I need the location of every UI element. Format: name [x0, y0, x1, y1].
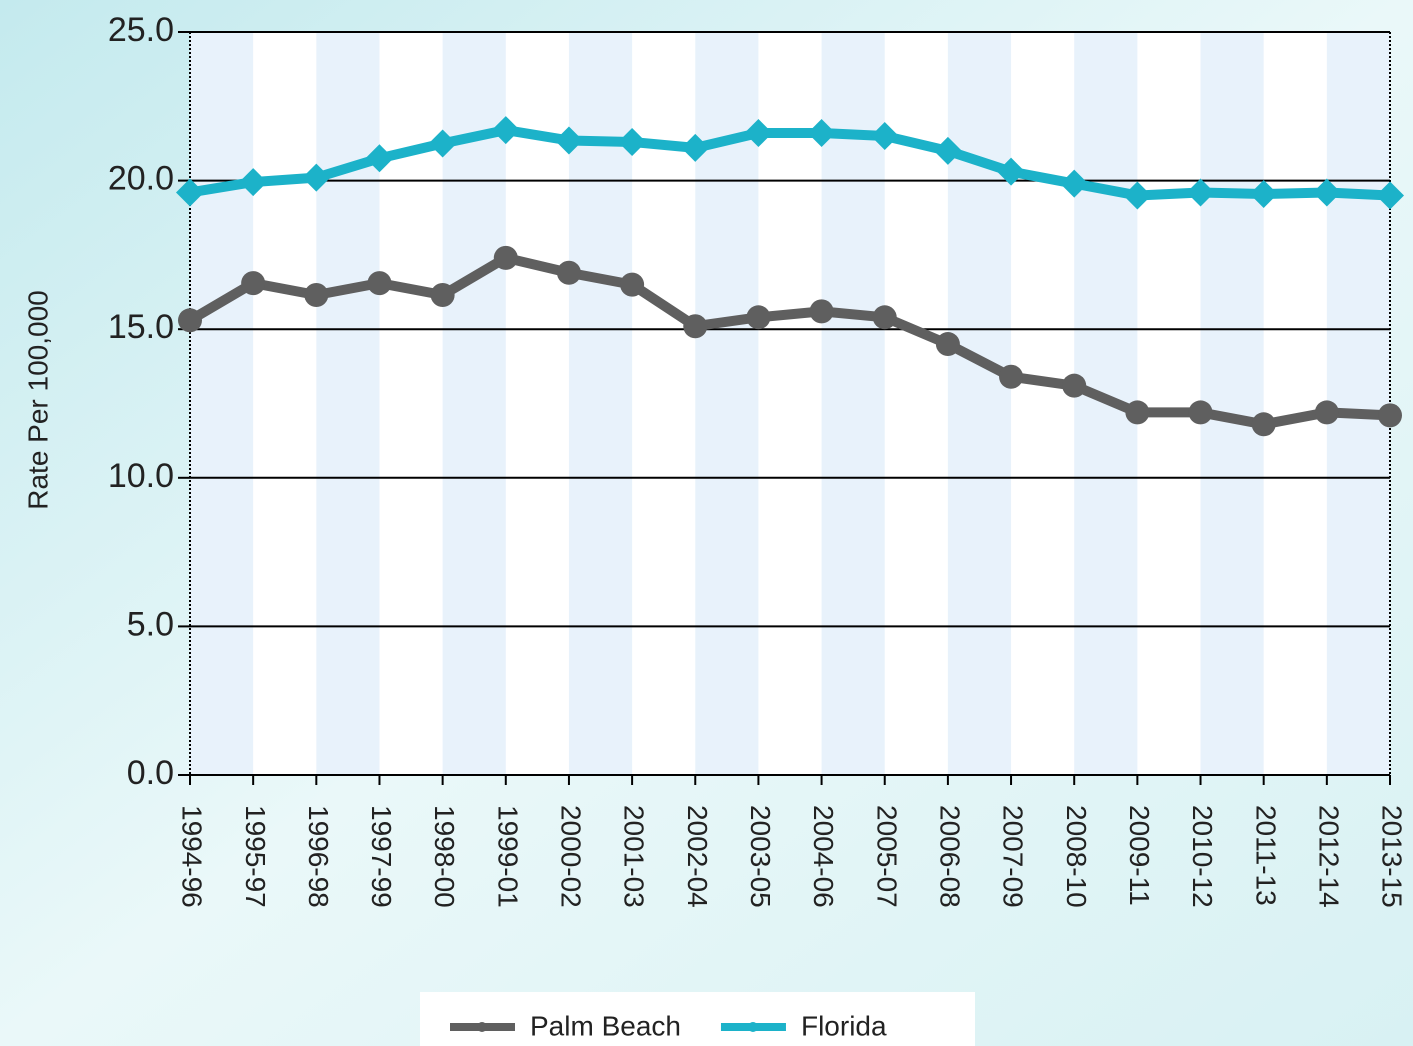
marker [1249, 179, 1278, 208]
marker [239, 168, 268, 197]
marker [304, 283, 329, 308]
x-tick-label: 1995-97 [240, 805, 271, 908]
legend-marker [477, 1022, 487, 1032]
stripe [316, 32, 380, 775]
y-tick-label: 25.0 [108, 11, 174, 49]
marker [746, 305, 771, 330]
x-tick-label: 2009-11 [1124, 805, 1155, 906]
marker [744, 119, 773, 148]
marker [933, 136, 962, 165]
x-tick-label: 2008-10 [1061, 805, 1092, 908]
legend-label: Palm Beach [530, 1010, 681, 1041]
marker [618, 127, 647, 156]
marker [1251, 412, 1276, 437]
marker [1188, 400, 1213, 425]
marker [241, 271, 266, 296]
stripe [947, 32, 1012, 775]
marker [178, 308, 202, 333]
legend-marker [747, 1022, 758, 1032]
x-tick-label: 1998-00 [429, 805, 460, 908]
marker [493, 245, 518, 270]
x-tick-label: 2002-04 [682, 805, 713, 908]
x-tick-label: 2011-13 [1250, 805, 1281, 906]
marker [1123, 181, 1152, 210]
y-tick-label: 5.0 [127, 605, 174, 643]
x-tick-label: 2013-15 [1377, 805, 1408, 908]
legend-box [420, 992, 975, 1046]
x-tick-label: 2010-12 [1187, 805, 1218, 908]
marker [491, 116, 520, 145]
marker [999, 364, 1024, 389]
plot-area [190, 32, 1390, 775]
marker [1378, 403, 1402, 428]
marker [1062, 373, 1087, 398]
x-tick-label: 2000-02 [556, 805, 587, 908]
stripe [442, 32, 506, 775]
marker [1125, 400, 1150, 425]
x-tick-label: 1999-01 [492, 805, 523, 908]
x-tick-label: 2003-05 [745, 805, 776, 908]
x-tick-label: 2006-08 [935, 805, 966, 908]
marker [935, 332, 960, 357]
y-tick-label: 0.0 [127, 754, 174, 792]
marker [554, 126, 583, 155]
x-tick-label: 2012-14 [1313, 805, 1344, 908]
marker [1060, 169, 1089, 198]
y-axis-title: Rate Per 100,000 [22, 290, 53, 510]
legend-label: Florida [801, 1010, 887, 1041]
stripe [1200, 32, 1264, 775]
stripe [695, 32, 759, 775]
marker [997, 157, 1026, 186]
marker [1312, 178, 1341, 207]
x-tick-label: 1997-99 [366, 805, 397, 908]
x-tick-label: 1994-96 [177, 805, 208, 908]
marker [430, 283, 455, 308]
stripe [821, 32, 885, 775]
y-tick-label: 15.0 [108, 308, 174, 346]
marker [681, 133, 710, 162]
marker [1314, 400, 1339, 425]
marker [365, 144, 394, 173]
marker [809, 299, 834, 324]
marker [872, 305, 897, 330]
stripe [190, 32, 254, 775]
x-tick-label: 1996-98 [303, 805, 334, 908]
marker [556, 260, 581, 285]
marker [620, 272, 645, 297]
stripe [568, 32, 633, 775]
marker [302, 163, 331, 192]
legend: Palm Beach Florida [450, 1010, 887, 1041]
x-tick-label: 2001-03 [619, 805, 650, 908]
marker [683, 314, 708, 339]
x-tick-label: 2004-06 [808, 805, 839, 908]
y-tick-label: 20.0 [108, 160, 174, 198]
marker [1186, 178, 1215, 207]
marker [176, 178, 204, 207]
marker [870, 122, 899, 151]
marker [807, 119, 836, 148]
stripe [1326, 32, 1390, 775]
x-tick-label: 2007-09 [998, 805, 1029, 908]
x-tick-label: 2005-07 [871, 805, 902, 908]
marker [1376, 181, 1404, 210]
y-tick-label: 10.0 [108, 457, 174, 495]
marker [428, 129, 457, 158]
marker [367, 271, 392, 296]
